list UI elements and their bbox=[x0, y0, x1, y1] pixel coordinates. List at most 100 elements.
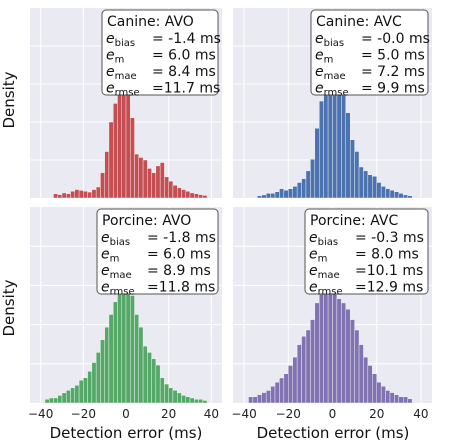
histogram-bar bbox=[57, 395, 63, 404]
histogram-bar bbox=[354, 329, 360, 404]
stat-subscript: bias bbox=[110, 237, 130, 248]
stat-value: = -0.3 ms bbox=[355, 230, 424, 246]
x-tick-label: 20 bbox=[369, 407, 384, 421]
histogram-bar bbox=[70, 387, 75, 404]
histogram-bar bbox=[172, 390, 178, 404]
stats-legend-box bbox=[310, 9, 429, 96]
histogram-bar bbox=[389, 392, 395, 404]
histogram-bar bbox=[78, 190, 84, 199]
histogram-bar bbox=[283, 373, 289, 404]
histogram-bar bbox=[345, 112, 351, 199]
histogram-bar bbox=[398, 396, 404, 404]
stat-subscript: rmse bbox=[318, 287, 343, 298]
x-tick-label: −20 bbox=[71, 407, 96, 421]
histogram-bar bbox=[151, 172, 157, 199]
histogram-bar bbox=[138, 157, 144, 199]
stat-value: = 6.0 ms bbox=[152, 48, 216, 64]
histogram-bar bbox=[279, 377, 285, 404]
histogram-bar bbox=[372, 373, 377, 404]
stat-symbol: e bbox=[309, 280, 318, 296]
stat-line-m: em = 8.0 ms bbox=[309, 247, 419, 265]
stat-line-rmse: ermse =12.9 ms bbox=[309, 280, 423, 298]
histogram-bar bbox=[112, 103, 118, 199]
stat-line-m: em = 6.0 ms bbox=[106, 48, 216, 66]
y-axis-label-top: Density bbox=[0, 71, 18, 128]
histogram-bar bbox=[95, 352, 101, 404]
histogram-bar bbox=[189, 192, 195, 199]
histogram-bar bbox=[389, 190, 395, 199]
histogram-bar bbox=[130, 117, 135, 199]
histogram-bar bbox=[349, 319, 355, 404]
histogram-bar bbox=[130, 295, 135, 404]
histogram-bar bbox=[310, 319, 316, 404]
stat-line-m: em = 6.0 ms bbox=[101, 247, 211, 265]
stat-symbol: e bbox=[315, 48, 324, 64]
histogram-bar bbox=[349, 139, 355, 199]
histogram-bar bbox=[292, 186, 298, 199]
histogram-bar bbox=[301, 336, 307, 404]
stat-value: = 9.9 ms bbox=[361, 81, 425, 97]
stat-line-bias: ebias = -0.3 ms bbox=[309, 230, 424, 248]
stat-value: = -1.4 ms bbox=[152, 31, 221, 47]
stat-value: = 8.0 ms bbox=[355, 247, 419, 263]
stat-subscript: mae bbox=[324, 71, 346, 82]
stat-value: = -1.8 ms bbox=[147, 230, 216, 246]
histogram-bar bbox=[155, 165, 161, 199]
histogram-bar bbox=[376, 381, 382, 404]
stat-symbol: e bbox=[106, 31, 115, 47]
histogram-bar bbox=[181, 189, 186, 199]
histogram-bar bbox=[83, 191, 88, 199]
histogram-bar bbox=[372, 176, 377, 199]
histogram-bar bbox=[142, 159, 148, 199]
histogram-bar bbox=[380, 386, 386, 404]
stat-subscript: m bbox=[115, 55, 125, 66]
histogram-bar bbox=[168, 387, 174, 404]
stat-symbol: e bbox=[101, 230, 110, 246]
stat-symbol: e bbox=[101, 247, 110, 263]
histogram-bar bbox=[176, 392, 182, 404]
histogram-bar bbox=[176, 187, 182, 199]
panel-title: Porcine: AVC bbox=[310, 213, 398, 229]
stat-symbol: e bbox=[106, 64, 115, 80]
histogram-bar bbox=[332, 283, 338, 404]
histogram-bar bbox=[261, 194, 267, 199]
histogram-bar bbox=[319, 288, 324, 404]
histogram-bar bbox=[274, 381, 280, 404]
histogram-bar bbox=[74, 189, 80, 199]
histogram-bar bbox=[61, 192, 67, 199]
stat-subscript: rmse bbox=[110, 287, 135, 298]
histogram-bar bbox=[394, 394, 400, 404]
x-axis-label-right: Detection error (ms) bbox=[257, 424, 410, 442]
histogram-bar bbox=[305, 170, 311, 199]
histogram-bar bbox=[248, 396, 254, 404]
panel-title: Canine: AVO bbox=[107, 14, 194, 30]
histogram-bar bbox=[198, 399, 204, 404]
histogram-bar bbox=[257, 195, 262, 199]
histogram-bar bbox=[151, 358, 157, 404]
histogram-bar bbox=[112, 301, 118, 404]
stat-symbol: e bbox=[309, 263, 318, 279]
histogram-bar bbox=[283, 190, 289, 199]
panel-title: Canine: AVC bbox=[316, 14, 402, 30]
histogram-bar bbox=[108, 121, 114, 199]
histogram-bar bbox=[394, 191, 400, 199]
histogram-bar bbox=[100, 172, 105, 199]
histogram-bar bbox=[181, 395, 186, 404]
histogram-bar bbox=[398, 193, 404, 199]
stat-line-bias: ebias = -1.8 ms bbox=[101, 230, 216, 248]
histogram-bar bbox=[91, 189, 97, 199]
histogram-bar bbox=[367, 365, 373, 404]
histogram-bar bbox=[363, 356, 369, 404]
histogram-bar bbox=[376, 182, 382, 199]
histogram-bar bbox=[305, 329, 311, 404]
stat-subscript: rmse bbox=[324, 88, 349, 99]
stat-value: =11.7 ms bbox=[152, 81, 220, 97]
x-tick-label: 0 bbox=[329, 407, 337, 421]
stat-subscript: m bbox=[324, 55, 334, 66]
stats-legend-box bbox=[101, 9, 219, 96]
histogram-bar bbox=[296, 182, 302, 199]
histogram-bar bbox=[117, 288, 122, 404]
histogram-bar bbox=[323, 281, 329, 404]
